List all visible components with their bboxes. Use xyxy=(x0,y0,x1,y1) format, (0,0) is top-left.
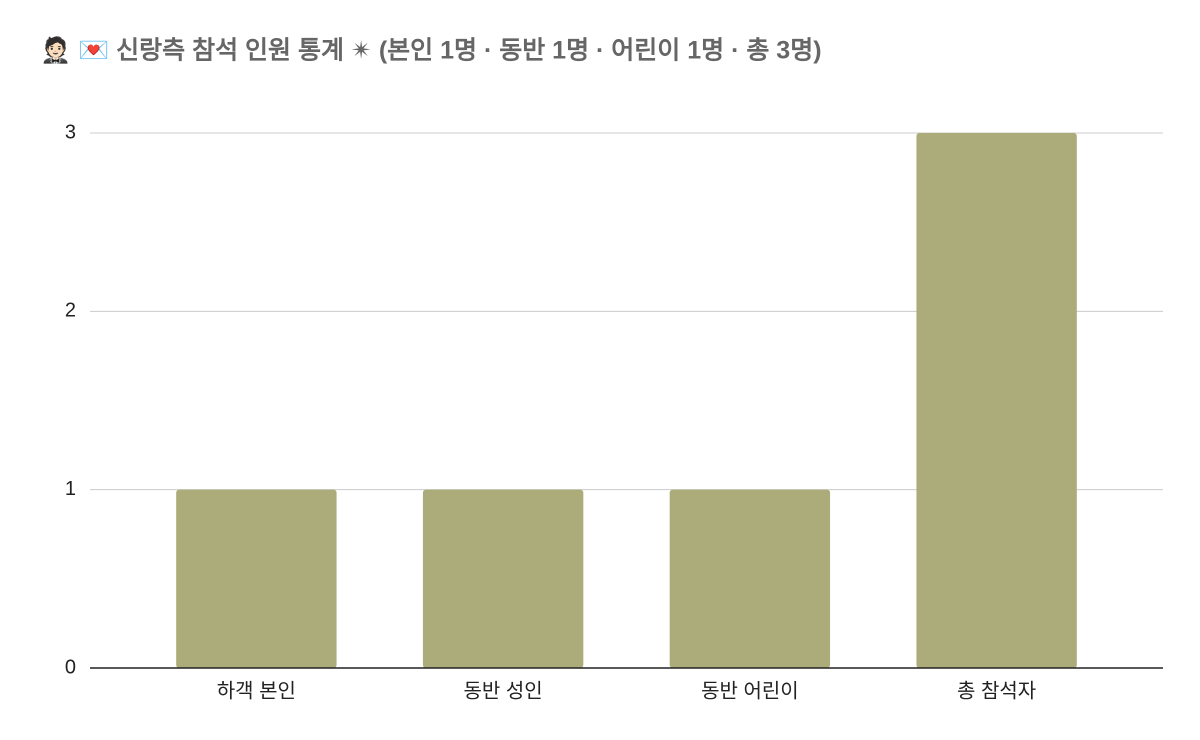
y-tick-label: 2 xyxy=(65,300,76,322)
x-tick-label: 동반 성인 xyxy=(464,679,543,702)
x-tick-label: 동반 어린이 xyxy=(701,679,799,702)
bar xyxy=(669,489,831,668)
bar xyxy=(916,133,1077,668)
x-tick-label: 총 참석자 xyxy=(957,679,1036,702)
x-tick-label: 하객 본인 xyxy=(217,679,296,702)
bar xyxy=(422,489,584,668)
y-tick-label: 0 xyxy=(65,656,76,678)
bar xyxy=(176,489,337,668)
y-tick-label: 3 xyxy=(65,121,76,143)
chart-title: 🤵🏻 💌 신랑측 참석 인원 통계 ✴ (본인 1명 · 동반 1명 · 어린이… xyxy=(40,35,822,65)
y-tick-label: 1 xyxy=(65,478,76,500)
